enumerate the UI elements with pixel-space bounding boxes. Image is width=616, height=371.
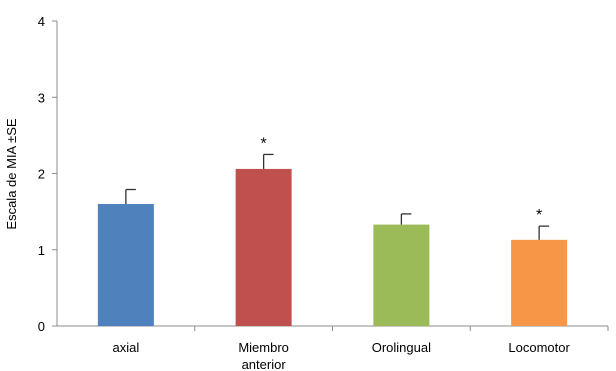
x-tick-label: Orolingual xyxy=(372,340,431,355)
error-bar xyxy=(262,153,274,169)
significance-marker: * xyxy=(536,207,542,224)
y-axis-label: Escala de MIA ±SE xyxy=(4,118,19,230)
bar xyxy=(97,204,154,326)
x-tick-label-line: anterior xyxy=(242,357,287,371)
y-tick-label: 4 xyxy=(38,14,45,29)
y-tick-label: 0 xyxy=(38,319,45,334)
y-axis: 0 1 2 3 4 xyxy=(38,14,58,334)
x-tick-label: axial xyxy=(113,340,140,355)
error-bar xyxy=(538,225,550,240)
x-tick-label: Locomotor xyxy=(508,340,570,355)
bars: ** xyxy=(97,135,568,326)
y-tick-label: 1 xyxy=(38,243,45,258)
x-tick-label-line: Locomotor xyxy=(508,340,570,355)
error-bar xyxy=(125,188,136,204)
y-tick-label: 2 xyxy=(38,167,45,182)
x-tick-label-line: Miembro xyxy=(238,340,289,355)
bar xyxy=(373,224,430,326)
x-tick-label: Miembro anterior xyxy=(238,340,289,371)
bar xyxy=(235,168,292,326)
x-axis: axial Miembro anterior Orolingual Locomotor xyxy=(57,325,609,371)
x-tick-label-line: Orolingual xyxy=(372,340,431,355)
y-tick-label: 3 xyxy=(38,90,45,105)
significance-marker: * xyxy=(261,135,267,152)
bar xyxy=(511,239,568,326)
error-bar xyxy=(400,213,412,225)
x-tick-label-line: axial xyxy=(113,340,140,355)
